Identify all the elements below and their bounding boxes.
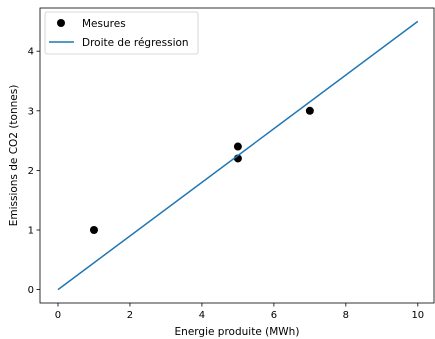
legend: Mesures Droite de régression: [44, 11, 199, 55]
legend-label-mesures: Mesures: [82, 18, 126, 30]
data-point: [233, 142, 242, 151]
x-tick-label: 10: [411, 310, 424, 321]
y-axis-ticks: 0 1 2 3 4: [28, 47, 40, 296]
x-axis-ticks: 0 2 4 6 8 10: [55, 303, 424, 321]
y-tick-label: 1: [28, 225, 34, 236]
plot-frame: [39, 7, 435, 304]
x-tick-label: 0: [55, 310, 61, 321]
legend-box: [44, 11, 199, 55]
y-tick-label: 2: [28, 166, 34, 177]
legend-label-regression: Droite de régression: [82, 37, 189, 49]
data-point: [305, 106, 314, 115]
y-tick-label: 3: [28, 106, 34, 117]
legend-marker-mesures: [57, 19, 65, 27]
x-tick-label: 2: [127, 310, 133, 321]
x-axis-label: Energie produite (MWh): [175, 326, 300, 338]
regression-line: [57, 20, 419, 291]
y-tick-label: 4: [28, 47, 34, 58]
x-tick-label: 8: [343, 310, 349, 321]
y-axis-label: Emissions de CO2 (tonnes): [8, 85, 20, 227]
x-tick-label: 4: [199, 310, 205, 321]
x-tick-label: 6: [271, 310, 277, 321]
y-tick-label: 0: [28, 285, 34, 296]
series-layer: [57, 20, 419, 291]
data-point: [89, 225, 98, 234]
